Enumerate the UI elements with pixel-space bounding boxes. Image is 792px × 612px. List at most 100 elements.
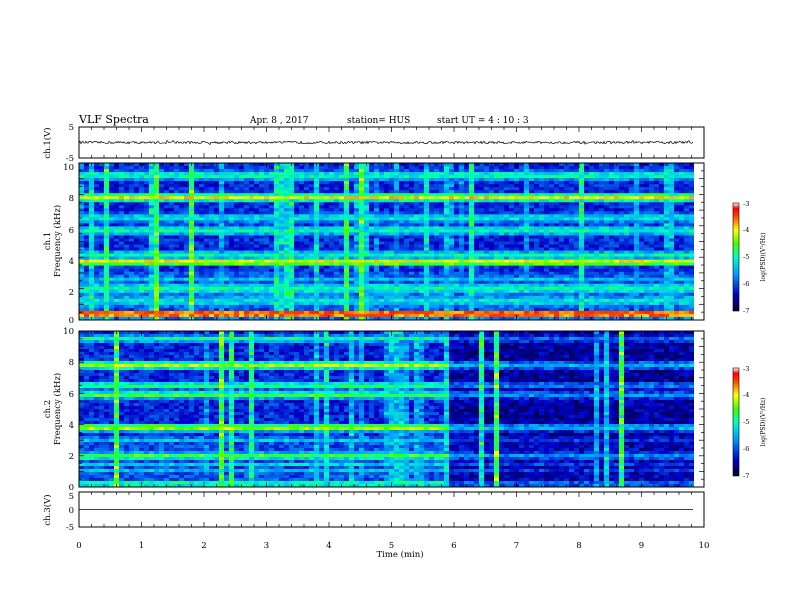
spectrogram-cell (659, 244, 665, 248)
spectrogram-cell (404, 229, 410, 233)
spectrogram-cell (679, 187, 685, 191)
spectrogram-cell (79, 280, 85, 285)
spectrogram-cell (134, 220, 140, 224)
spectrogram-cell (399, 184, 405, 188)
spectrogram-cell (404, 208, 410, 212)
spectrogram-cell (484, 175, 490, 179)
spectrogram-cell (269, 190, 275, 194)
spectrogram-cell (534, 202, 540, 206)
spectrogram-cell (229, 235, 235, 239)
spectrogram-cell (129, 262, 135, 266)
spectrogram-cell (269, 199, 275, 203)
spectrogram-cell (164, 178, 170, 182)
spectrogram-cell (444, 238, 450, 242)
spectrogram-cell (254, 244, 260, 248)
spectrogram-cell (309, 277, 315, 282)
spectrogram-cell (354, 163, 360, 167)
spectrogram-cell (174, 214, 180, 218)
spectrogram-cell (139, 223, 145, 227)
spectrogram-cell (229, 193, 235, 197)
spectrogram-cell (399, 199, 405, 203)
spectrogram-cell (604, 181, 610, 185)
spectrogram-cell (674, 223, 680, 227)
spectrogram-cell (279, 211, 285, 215)
spectrogram-cell (409, 205, 415, 209)
spectrogram-cell (674, 166, 680, 170)
spectrogram-cell (194, 202, 200, 206)
spectrogram-cell (544, 193, 550, 197)
spectrogram-cell (614, 208, 620, 212)
spectrogram-cell (599, 244, 605, 248)
spectrogram-cell (424, 184, 430, 188)
spectrogram-cell (354, 262, 360, 266)
spectrogram-cell (634, 253, 640, 257)
spectrogram-cell (434, 268, 440, 272)
spectrogram-cell (519, 241, 525, 245)
spectrogram-cell (594, 187, 600, 191)
spectrogram-cell (544, 256, 550, 260)
spectrogram-cell (79, 181, 85, 185)
spectrogram-cell (519, 256, 525, 260)
spectrogram-cell (239, 196, 245, 200)
spectrogram-cell (539, 208, 545, 212)
spectrogram-cell (439, 277, 445, 282)
spectrogram-cell (259, 277, 265, 282)
spectrogram-cell (139, 247, 145, 251)
spectrogram-cell (474, 163, 480, 167)
spectrogram-cell (484, 208, 490, 212)
spectrogram-cell (244, 181, 250, 185)
spectrogram-cell (544, 232, 550, 236)
spectrogram-cell (689, 181, 694, 185)
spectrogram-cell (239, 169, 245, 173)
spectrogram-cell (219, 277, 225, 282)
spectrogram-cell (249, 214, 255, 218)
spectrogram-cell (139, 277, 145, 282)
spectrogram-cell (569, 175, 575, 179)
spectrogram-cell (349, 220, 355, 224)
spectrogram-cell (619, 253, 625, 257)
spectrogram-cell (94, 202, 100, 206)
spectrogram-cell (159, 163, 165, 167)
spectrogram-cell (244, 172, 250, 176)
spectrogram-cell (684, 256, 690, 260)
spectrogram-cell (99, 187, 105, 191)
spectrogram-cell (104, 202, 110, 206)
spectrogram-cell (539, 265, 545, 269)
spectrogram-cell (244, 256, 250, 260)
spectrogram-cell (389, 235, 395, 239)
spectrogram-cell (489, 166, 495, 170)
spectrogram-cell (464, 241, 470, 245)
spectrogram-cell (224, 163, 230, 167)
spectrogram-cell (314, 175, 320, 179)
spectrogram-cell (184, 202, 190, 206)
spectrogram-cell (474, 172, 480, 176)
spectrogram-cell (384, 175, 390, 179)
spectrogram-cell (634, 229, 640, 233)
spectrogram-cell (634, 193, 640, 197)
spectrogram-cell (104, 163, 110, 167)
spectrogram-cell (669, 184, 675, 188)
spectrogram-cell (209, 193, 215, 197)
spectrogram-cell (559, 175, 565, 179)
spectrogram-cell (419, 268, 425, 272)
spectrogram-cell (109, 232, 115, 236)
spectrogram-cell (484, 238, 490, 242)
spectrogram-cell (569, 223, 575, 227)
spectrogram-cell (644, 190, 650, 194)
spectrogram-cell (279, 187, 285, 191)
spectrogram-cell (684, 178, 690, 182)
spectrogram-cell (134, 202, 140, 206)
spectrogram-cell (514, 223, 520, 227)
spectrogram-cell (209, 205, 215, 209)
spectrogram-cell (219, 178, 225, 182)
spectrogram-cell (459, 223, 465, 227)
spectrogram-cell (114, 202, 120, 206)
spectrogram-cell (524, 268, 530, 272)
spectrogram-cell (479, 184, 485, 188)
spectrogram-cell (389, 202, 395, 206)
spectrogram-cell (319, 175, 325, 179)
spectrogram-cell (299, 223, 305, 227)
spectrogram-cell (109, 175, 115, 179)
spectrogram-cell (194, 211, 200, 215)
spectrogram-cell (494, 220, 500, 224)
